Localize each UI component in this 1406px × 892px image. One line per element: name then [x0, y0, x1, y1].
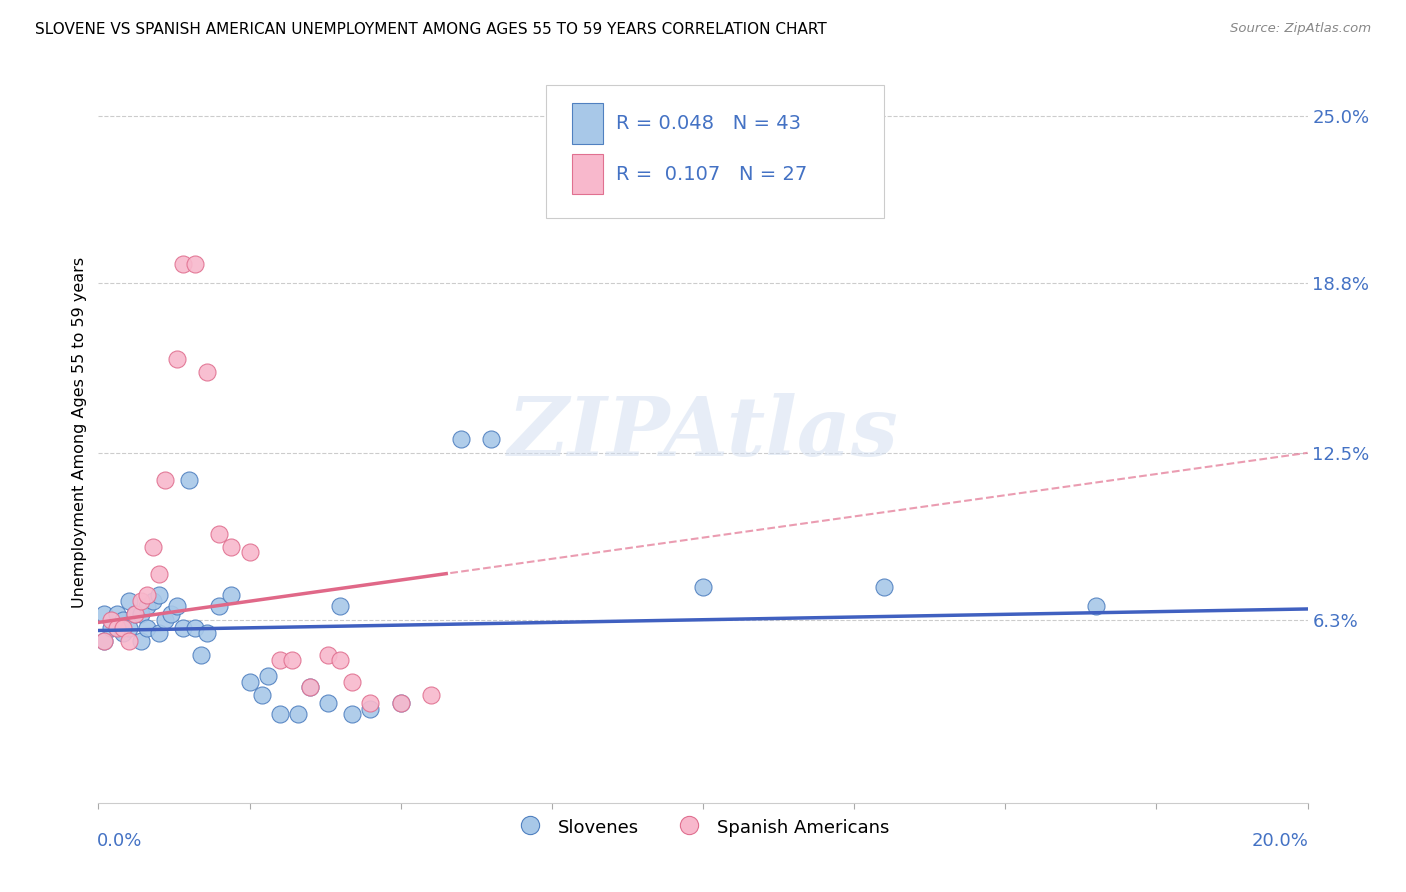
- Point: [135, 621, 157, 635]
- Point: [166, 599, 188, 614]
- Point: [148, 589, 170, 603]
- Point: [118, 594, 141, 608]
- Point: [153, 473, 176, 487]
- Point: [1085, 599, 1108, 614]
- Point: [208, 526, 231, 541]
- Point: [129, 607, 152, 622]
- Point: [105, 607, 128, 622]
- Point: [118, 634, 141, 648]
- Text: 0.0%: 0.0%: [97, 832, 142, 850]
- Point: [111, 613, 134, 627]
- Point: [184, 257, 207, 271]
- Text: ZIPAtlas: ZIPAtlas: [508, 392, 898, 473]
- Point: [239, 674, 262, 689]
- Point: [342, 706, 364, 721]
- Point: [100, 621, 122, 635]
- Point: [389, 696, 412, 710]
- Point: [316, 696, 339, 710]
- Point: [360, 696, 382, 710]
- Text: 20.0%: 20.0%: [1251, 832, 1309, 850]
- Point: [299, 680, 322, 694]
- Point: [148, 626, 170, 640]
- Point: [281, 653, 304, 667]
- Point: [450, 433, 472, 447]
- Point: [329, 599, 352, 614]
- Point: [160, 607, 183, 622]
- Point: [256, 669, 278, 683]
- Text: Source: ZipAtlas.com: Source: ZipAtlas.com: [1230, 22, 1371, 36]
- Text: SLOVENE VS SPANISH AMERICAN UNEMPLOYMENT AMONG AGES 55 TO 59 YEARS CORRELATION C: SLOVENE VS SPANISH AMERICAN UNEMPLOYMENT…: [35, 22, 827, 37]
- Point: [166, 351, 188, 366]
- Point: [269, 706, 291, 721]
- Text: R =  0.107   N = 27: R = 0.107 N = 27: [616, 165, 807, 184]
- Point: [184, 621, 207, 635]
- Point: [316, 648, 339, 662]
- Point: [179, 473, 201, 487]
- Point: [342, 674, 364, 689]
- Point: [195, 365, 218, 379]
- Point: [111, 626, 134, 640]
- Point: [129, 634, 152, 648]
- Point: [208, 599, 231, 614]
- Point: [172, 257, 194, 271]
- Point: [111, 621, 134, 635]
- Bar: [572, 103, 603, 144]
- Point: [420, 688, 443, 702]
- Point: [360, 701, 382, 715]
- Point: [195, 626, 218, 640]
- Point: [148, 566, 170, 581]
- Point: [118, 621, 141, 635]
- Point: [135, 589, 157, 603]
- Point: [124, 607, 146, 622]
- Point: [329, 653, 352, 667]
- Point: [93, 634, 115, 648]
- FancyBboxPatch shape: [546, 85, 884, 218]
- Point: [124, 607, 146, 622]
- Point: [389, 696, 412, 710]
- Y-axis label: Unemployment Among Ages 55 to 59 years: Unemployment Among Ages 55 to 59 years: [72, 257, 87, 608]
- Point: [269, 653, 291, 667]
- Point: [153, 613, 176, 627]
- Point: [129, 594, 152, 608]
- Point: [481, 433, 503, 447]
- Point: [287, 706, 309, 721]
- Point: [142, 594, 165, 608]
- Point: [250, 688, 273, 702]
- Legend: Slovenes, Spanish Americans: Slovenes, Spanish Americans: [509, 809, 897, 846]
- Point: [105, 621, 128, 635]
- Bar: [572, 153, 603, 194]
- Point: [105, 621, 128, 635]
- Point: [135, 599, 157, 614]
- Text: R = 0.048   N = 43: R = 0.048 N = 43: [616, 114, 801, 134]
- Point: [93, 607, 115, 622]
- Point: [142, 540, 165, 554]
- Point: [93, 634, 115, 648]
- Point: [172, 621, 194, 635]
- Point: [873, 581, 896, 595]
- Point: [692, 581, 714, 595]
- Point: [190, 648, 212, 662]
- Point: [239, 545, 262, 559]
- Point: [100, 613, 122, 627]
- Point: [221, 540, 243, 554]
- Point: [221, 589, 243, 603]
- Point: [299, 680, 322, 694]
